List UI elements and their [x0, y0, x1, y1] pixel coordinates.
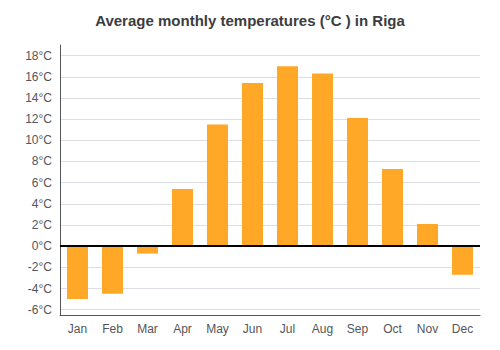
svg-text:Jan: Jan	[68, 322, 87, 336]
svg-text:Nov: Nov	[417, 322, 438, 336]
svg-text:Average monthly temperatures (: Average monthly temperatures (°C ) in Ri…	[95, 12, 405, 29]
svg-text:4°C: 4°C	[32, 197, 52, 211]
svg-text:-4°C: -4°C	[28, 282, 52, 296]
svg-text:12°C: 12°C	[25, 112, 52, 126]
svg-text:Feb: Feb	[102, 322, 123, 336]
svg-text:14°C: 14°C	[25, 91, 52, 105]
svg-text:Jul: Jul	[280, 322, 295, 336]
svg-text:-2°C: -2°C	[28, 260, 52, 274]
svg-text:Apr: Apr	[173, 322, 192, 336]
svg-text:6°C: 6°C	[32, 176, 52, 190]
svg-text:May: May	[206, 322, 229, 336]
svg-text:16°C: 16°C	[25, 70, 52, 84]
svg-text:18°C: 18°C	[25, 49, 52, 63]
svg-text:-6°C: -6°C	[28, 303, 52, 317]
svg-text:Sep: Sep	[347, 322, 369, 336]
svg-text:8°C: 8°C	[32, 154, 52, 168]
svg-text:Oct: Oct	[383, 322, 402, 336]
svg-text:Mar: Mar	[137, 322, 158, 336]
svg-text:Jun: Jun	[243, 322, 262, 336]
svg-text:Aug: Aug	[312, 322, 333, 336]
svg-text:2°C: 2°C	[32, 218, 52, 232]
svg-text:Dec: Dec	[452, 322, 473, 336]
svg-text:0°C: 0°C	[32, 239, 52, 253]
svg-text:10°C: 10°C	[25, 133, 52, 147]
